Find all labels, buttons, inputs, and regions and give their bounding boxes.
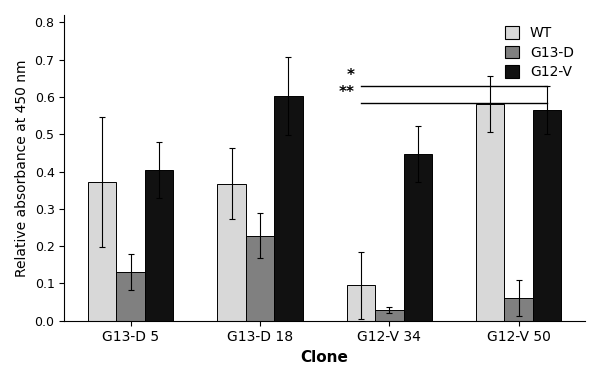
- Legend: WT, G13-D, G12-V: WT, G13-D, G12-V: [501, 22, 578, 83]
- Text: **: **: [338, 85, 355, 100]
- Y-axis label: Relative absorbance at 450 nm: Relative absorbance at 450 nm: [15, 59, 29, 277]
- Bar: [88, 182, 116, 321]
- Bar: [476, 104, 505, 321]
- Bar: [375, 310, 404, 321]
- Bar: [274, 96, 302, 321]
- Bar: [246, 236, 274, 321]
- Text: *: *: [346, 68, 355, 83]
- Bar: [347, 285, 375, 321]
- Bar: [505, 298, 533, 321]
- Bar: [145, 170, 173, 321]
- Bar: [533, 110, 562, 321]
- Bar: [116, 272, 145, 321]
- Bar: [217, 184, 246, 321]
- X-axis label: Clone: Clone: [301, 350, 349, 365]
- Bar: [404, 154, 432, 321]
